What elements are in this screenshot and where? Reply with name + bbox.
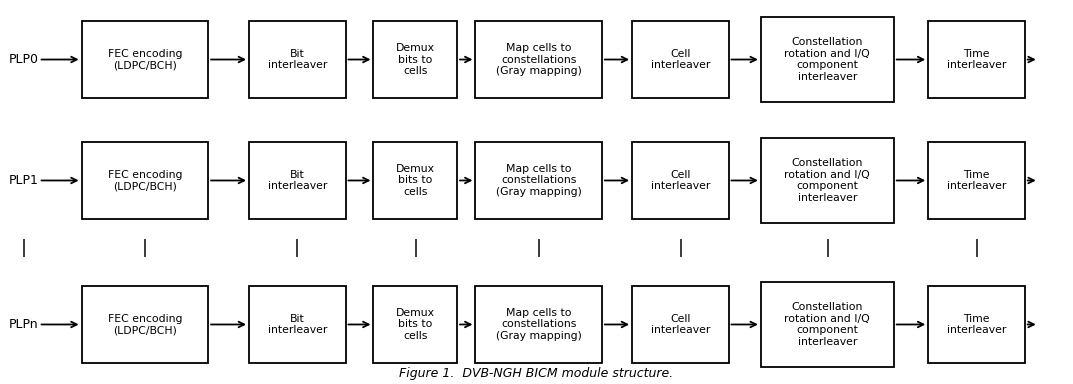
Text: FEC encoding
(LDPC/BCH): FEC encoding (LDPC/BCH) [107,170,182,191]
Text: |: | [20,239,27,257]
Bar [82,286,208,363]
Bar [249,286,346,363]
Bar [761,282,894,367]
Bar [632,142,729,219]
Text: Constellation
rotation and I/Q
component
interleaver: Constellation rotation and I/Q component… [784,302,870,347]
Bar [761,17,894,102]
Text: Demux
bits to
cells: Demux bits to cells [396,308,435,341]
Bar [475,21,602,98]
Text: Map cells to
constellations
(Gray mapping): Map cells to constellations (Gray mappin… [496,308,582,341]
Bar [82,21,208,98]
Text: FEC encoding
(LDPC/BCH): FEC encoding (LDPC/BCH) [107,49,182,70]
Text: Time
interleaver: Time interleaver [946,49,1006,70]
Text: Map cells to
constellations
(Gray mapping): Map cells to constellations (Gray mappin… [496,164,582,197]
Text: Demux
bits to
cells: Demux bits to cells [396,164,435,197]
Text: Demux
bits to
cells: Demux bits to cells [396,43,435,76]
Text: Constellation
rotation and I/Q
component
interleaver: Constellation rotation and I/Q component… [784,158,870,203]
Text: Cell
interleaver: Cell interleaver [650,314,710,335]
Bar [761,138,894,223]
Bar [632,286,729,363]
Text: |: | [142,239,148,257]
Text: |: | [294,239,300,257]
Bar [373,21,457,98]
Text: Cell
interleaver: Cell interleaver [650,170,710,191]
Text: Bit
interleaver: Bit interleaver [267,49,327,70]
Text: PLP1: PLP1 [9,174,39,187]
Text: Bit
interleaver: Bit interleaver [267,314,327,335]
Text: PLP0: PLP0 [9,53,39,66]
Text: |: | [973,239,980,257]
Bar [249,21,346,98]
Text: PLPn: PLPn [9,318,39,331]
Text: Cell
interleaver: Cell interleaver [650,49,710,70]
Text: Time
interleaver: Time interleaver [946,314,1006,335]
Bar [928,21,1025,98]
Text: |: | [824,239,831,257]
Text: FEC encoding
(LDPC/BCH): FEC encoding (LDPC/BCH) [107,314,182,335]
Bar [82,142,208,219]
Text: |: | [677,239,684,257]
Bar [373,286,457,363]
Bar [632,21,729,98]
Text: |: | [412,239,418,257]
Bar [928,286,1025,363]
Text: Figure 1.  DVB-NGH BICM module structure.: Figure 1. DVB-NGH BICM module structure. [399,367,674,380]
Bar [249,142,346,219]
Text: Constellation
rotation and I/Q
component
interleaver: Constellation rotation and I/Q component… [784,37,870,82]
Text: Time
interleaver: Time interleaver [946,170,1006,191]
Bar [475,286,602,363]
Bar [373,142,457,219]
Bar [475,142,602,219]
Text: |: | [535,239,542,257]
Text: Map cells to
constellations
(Gray mapping): Map cells to constellations (Gray mappin… [496,43,582,76]
Bar [928,142,1025,219]
Text: Bit
interleaver: Bit interleaver [267,170,327,191]
